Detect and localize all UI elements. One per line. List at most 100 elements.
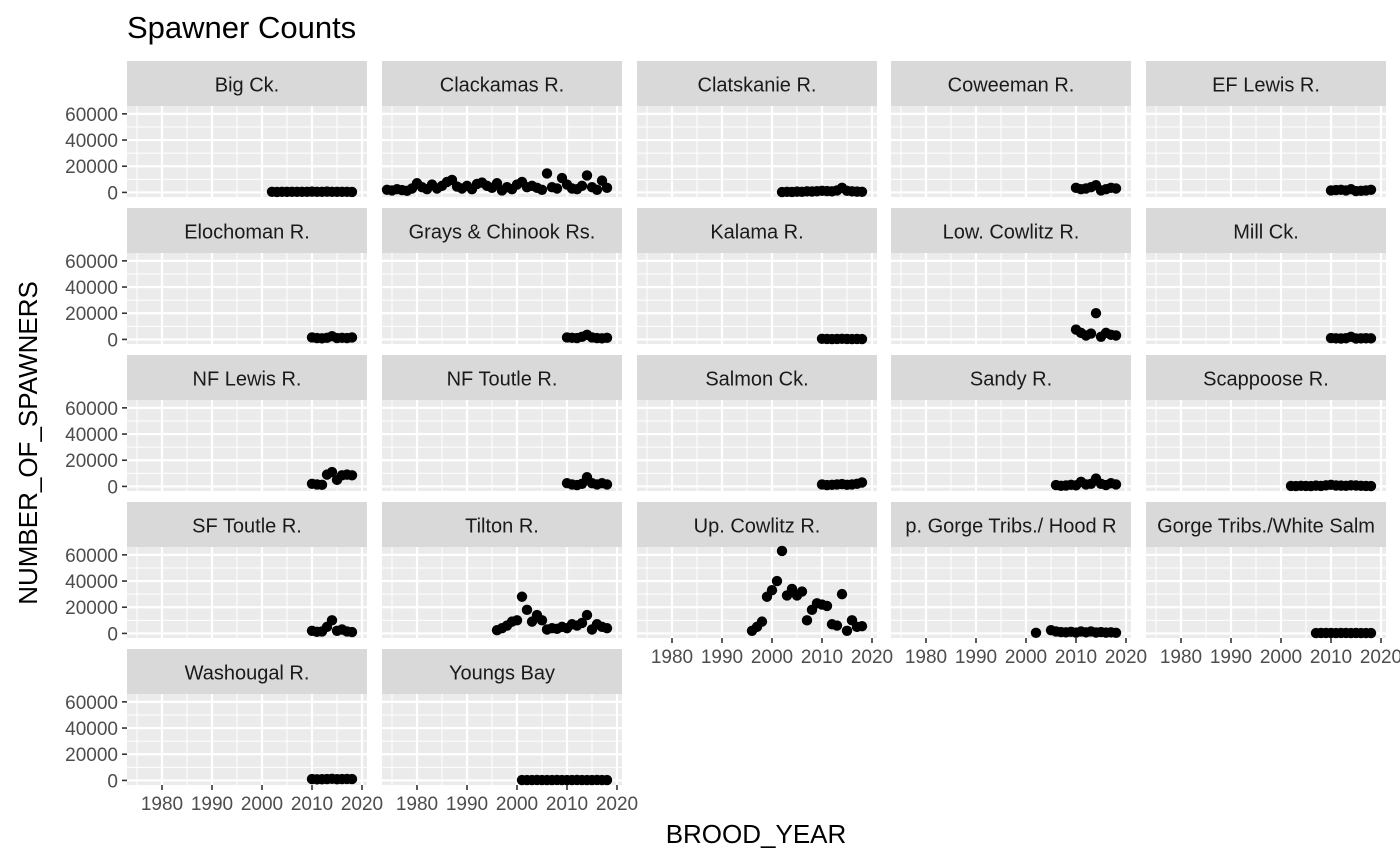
facet-label: EF Lewis R. <box>1212 75 1320 97</box>
facet-strip <box>127 61 367 106</box>
data-point <box>1110 627 1122 638</box>
facet-panel: Low. Cowlitz R. <box>891 208 1131 344</box>
y-tick-label: 0 <box>107 771 118 792</box>
plot-background <box>382 253 622 344</box>
data-point <box>346 470 358 481</box>
facet-strip <box>1146 208 1386 253</box>
data-point <box>1030 627 1042 638</box>
data-point <box>1365 184 1377 195</box>
x-tick-label: 2020 <box>1360 647 1400 668</box>
data-point <box>601 774 613 786</box>
facet-strip <box>382 649 622 694</box>
facet-label: Coweeman R. <box>948 75 1075 97</box>
x-tick-label: 2010 <box>546 794 588 815</box>
data-point <box>756 616 768 627</box>
x-tick-label: 1980 <box>141 794 183 815</box>
data-point <box>521 604 533 616</box>
data-point <box>796 586 808 597</box>
x-tick-label: 1990 <box>701 647 743 668</box>
y-tick-label: 40000 <box>65 278 118 299</box>
facet-strip <box>891 61 1131 106</box>
facet-strip <box>1146 61 1386 106</box>
x-tick-label: 1990 <box>1210 647 1252 668</box>
y-tick-label: 0 <box>107 624 118 645</box>
data-point <box>1110 183 1122 194</box>
plot-background <box>382 694 622 785</box>
x-tick-label: 2020 <box>341 794 383 815</box>
data-point <box>536 615 548 626</box>
facet-strip <box>127 649 367 694</box>
facet-panel: Elochoman R. 0 20000 40000 60000 <box>65 208 367 351</box>
data-point <box>601 332 613 344</box>
facet-label: Youngs Bay <box>449 663 555 685</box>
y-tick-label: 60000 <box>65 252 118 273</box>
data-point <box>776 545 788 557</box>
x-tick-label: 1990 <box>955 647 997 668</box>
y-tick-label: 0 <box>107 330 118 351</box>
y-axis-title: NUMBER_OF_SPAWNERS <box>13 281 43 605</box>
facet-strip <box>891 502 1131 547</box>
facet-panel: Washougal R. 0 20000 40000 60000 1980 1990 2000… <box>65 649 383 815</box>
facet-panel: Kalama R. <box>637 208 877 345</box>
facet-strip <box>1146 502 1386 547</box>
data-point <box>346 626 358 638</box>
x-tick-label: 2010 <box>1055 647 1097 668</box>
y-tick-label: 20000 <box>65 745 118 766</box>
x-tick-label: 1980 <box>905 647 947 668</box>
data-point <box>601 622 613 634</box>
data-point <box>1110 330 1122 341</box>
facet-label: Salmon Ck. <box>705 369 808 391</box>
facet-strip <box>382 502 622 547</box>
data-point <box>581 170 593 181</box>
facet-panel: Up. Cowlitz R. 1980 1990 2000 2010 2020 <box>637 502 893 668</box>
facet-label: Gorge Tribs./White Salm <box>1157 516 1375 538</box>
chart-title: Spawner Counts <box>127 10 356 45</box>
data-point <box>601 479 613 490</box>
facet-strip <box>637 355 877 400</box>
y-tick-label: 60000 <box>65 399 118 420</box>
y-tick-label: 40000 <box>65 572 118 593</box>
data-point <box>856 186 868 197</box>
data-point <box>766 585 778 596</box>
facet-label: Mill Ck. <box>1233 222 1299 244</box>
facet-panel: Coweeman R. <box>891 61 1131 197</box>
data-point <box>856 333 868 345</box>
facet-panel: NF Toutle R. <box>382 355 622 491</box>
facet-panel: Gorge Tribs./White Salm 1980 1990 2000 2010 2… <box>1146 502 1400 668</box>
x-tick-label: 2000 <box>496 794 538 815</box>
facet-label: Sandy R. <box>970 369 1052 391</box>
facet-panel: EF Lewis R. <box>1146 61 1386 197</box>
facet-label: Elochoman R. <box>184 222 310 244</box>
x-tick-label: 1980 <box>651 647 693 668</box>
plot-background <box>891 400 1131 491</box>
plot-background <box>1146 253 1386 344</box>
facet-panel: Tilton R. <box>382 502 622 638</box>
facet-label: Scappoose R. <box>1203 369 1329 391</box>
plot-background <box>637 400 877 491</box>
facet-panel: Mill Ck. <box>1146 208 1386 344</box>
data-point <box>1365 480 1377 492</box>
data-point <box>841 625 853 636</box>
plot-background <box>891 547 1131 638</box>
data-point <box>326 615 338 626</box>
data-point <box>771 575 783 587</box>
facet-strip <box>637 61 877 106</box>
data-point <box>831 620 843 631</box>
data-point <box>601 182 613 194</box>
y-tick-label: 20000 <box>65 304 118 325</box>
x-tick-label: 2020 <box>596 794 638 815</box>
facet-panel: NF Lewis R. 0 20000 40000 60000 <box>65 355 367 498</box>
y-tick-label: 60000 <box>65 693 118 714</box>
facet-strip <box>127 208 367 253</box>
facet-panel: Clatskanie R. <box>637 61 877 198</box>
y-tick-label: 40000 <box>65 425 118 446</box>
y-tick-label: 0 <box>107 183 118 204</box>
facet-label: Up. Cowlitz R. <box>694 516 821 538</box>
data-point <box>1365 333 1377 344</box>
facet-strip <box>127 355 367 400</box>
x-tick-label: 2000 <box>1260 647 1302 668</box>
facet-strip <box>382 61 622 106</box>
facet-strip <box>1146 355 1386 400</box>
facet-label: Low. Cowlitz R. <box>943 222 1080 244</box>
